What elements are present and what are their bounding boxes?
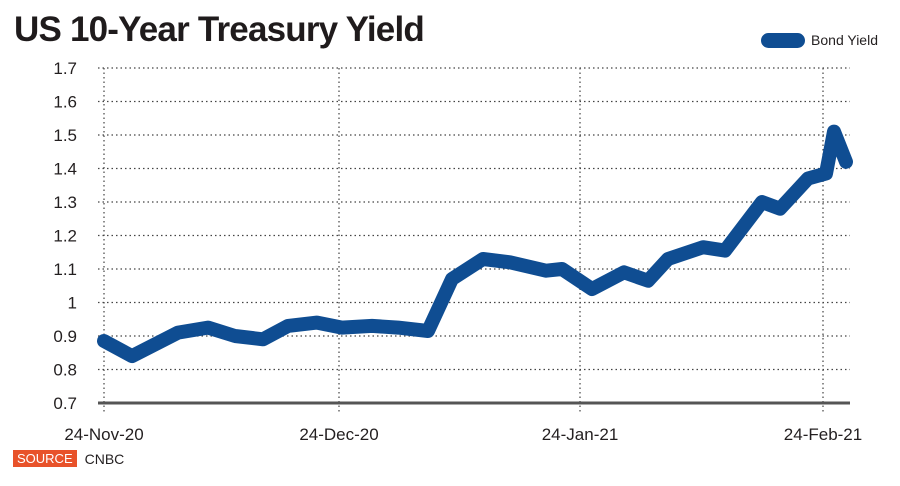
source-badge: SOURCE xyxy=(13,450,77,467)
legend-swatch-bond-yield xyxy=(761,32,806,48)
y-tick-label: 1.6 xyxy=(53,93,77,112)
source-name: CNBC xyxy=(84,450,125,467)
legend: Bond Yield xyxy=(761,32,878,48)
y-tick-label: 1.7 xyxy=(53,59,77,78)
x-tick-label: 24-Jan-21 xyxy=(542,425,619,444)
y-tick-label: 1.4 xyxy=(53,160,77,179)
y-tick-label: 1.5 xyxy=(53,126,77,145)
y-tick-label: 0.7 xyxy=(53,394,77,413)
x-axis-ticks: 24-Nov-20 24-Dec-20 24-Jan-21 24-Feb-21 xyxy=(64,425,862,444)
x-tick-label: 24-Feb-21 xyxy=(784,425,862,444)
y-tick-label: 0.9 xyxy=(53,327,77,346)
y-tick-label: 1.2 xyxy=(53,227,77,246)
chart-title: US 10-Year Treasury Yield xyxy=(14,10,425,49)
source-credit: SOURCE CNBC xyxy=(13,450,124,467)
gridlines xyxy=(98,67,850,414)
y-tick-label: 1.1 xyxy=(53,260,77,279)
legend-label-bond-yield: Bond Yield xyxy=(811,32,878,48)
y-tick-label: 1.3 xyxy=(53,193,77,212)
y-axis-ticks: 1.7 1.6 1.5 1.4 1.3 1.2 1.1 1 0.9 0.8 0.7 xyxy=(53,59,77,413)
y-tick-label: 1 xyxy=(68,294,77,313)
bond-yield-line xyxy=(97,124,853,364)
x-tick-label: 24-Dec-20 xyxy=(299,425,378,444)
y-tick-label: 0.8 xyxy=(53,361,77,380)
x-tick-label: 24-Nov-20 xyxy=(64,425,143,444)
